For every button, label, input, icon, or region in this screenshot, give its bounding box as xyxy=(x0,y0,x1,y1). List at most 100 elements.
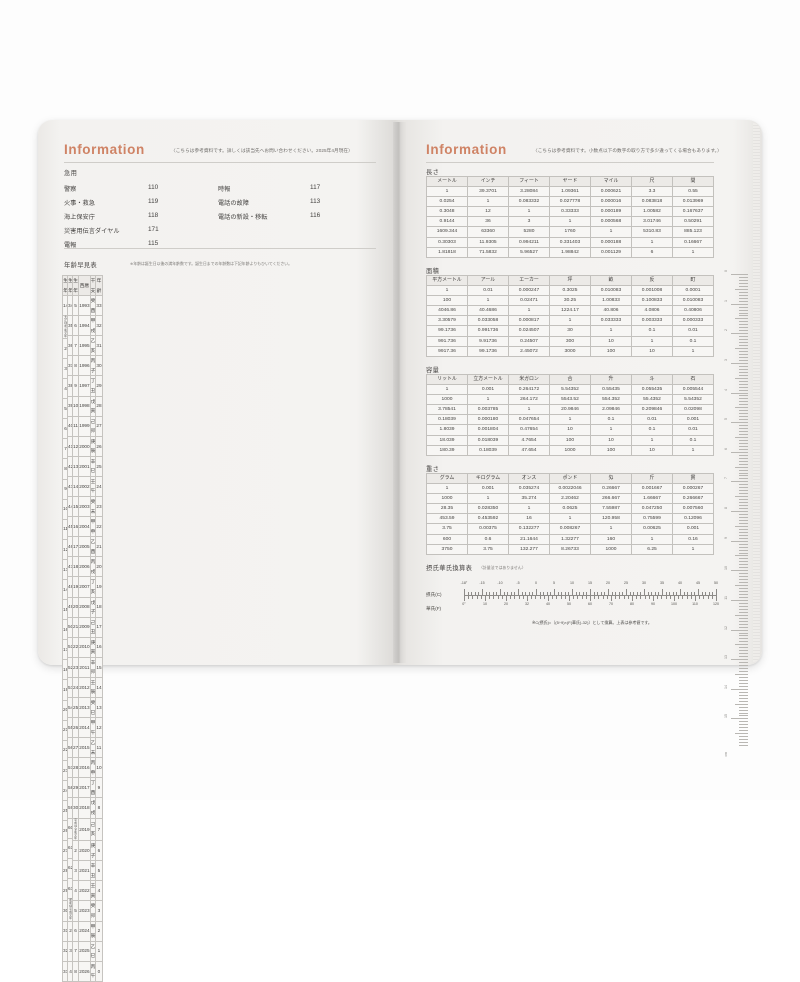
conversion-table-cell: 18.039 xyxy=(426,434,468,446)
conversion-table-cell: 1 xyxy=(508,305,550,317)
ruler-mm-tick xyxy=(739,276,748,278)
age-table-cell: 2014 xyxy=(78,717,91,739)
celsius-minor-tick xyxy=(550,591,551,595)
table-row: 3.30579 0.033058 0.000817 1 0.033333 0.003333… xyxy=(426,315,714,327)
ruler-mm-tick xyxy=(739,561,748,562)
celsius-minor-tick xyxy=(579,591,580,595)
age-table-cell: 癸未 xyxy=(89,496,97,518)
ruler-mm-tick xyxy=(739,638,748,639)
conversion-table-cell: 1 xyxy=(631,335,673,347)
fahrenheit-minor-tick xyxy=(678,595,679,599)
age-table-cell: 甲午 xyxy=(89,717,97,739)
conversion-table-cell: 1000 xyxy=(549,444,591,456)
conversion-table-header: 升 xyxy=(590,373,632,386)
age-table-cell: 庚子 xyxy=(89,840,97,862)
ruler-mm-tick xyxy=(739,493,748,494)
ruler-cm-label: 13 xyxy=(724,655,728,660)
ruler-mm-tick xyxy=(739,374,748,376)
age-table-cell: 13 xyxy=(95,696,103,719)
emergency-bottom-rule xyxy=(64,248,376,249)
emergency-number: 110 xyxy=(148,184,159,191)
left-header-rule xyxy=(64,162,376,163)
celsius-minor-tick xyxy=(622,591,623,595)
conversion-table-cell: 100 xyxy=(426,295,468,307)
table-row: 0.0254 1 0.083332 0.027778 0.000016 0.083818 0… xyxy=(426,196,714,208)
ruler-mm-tick xyxy=(735,377,748,379)
conversion-table-cell: 40.4686 xyxy=(467,305,509,317)
ruler-mm-tick xyxy=(739,306,748,308)
conversion-table-cell: 0.047250 xyxy=(631,503,673,515)
ruler-mm-tick xyxy=(739,330,748,331)
age-table-cell: 17 xyxy=(95,616,103,638)
conversion-table-cell: 453.59 xyxy=(426,513,468,525)
fahrenheit-tick-label: 40 xyxy=(546,602,550,606)
length-section-title: 長さ xyxy=(426,169,440,176)
conversion-table-cell: 0.1 xyxy=(590,414,632,426)
conversion-table-header: 米ガロン xyxy=(508,373,550,386)
table-row: 13 2001 辛巳 25 xyxy=(71,455,103,477)
conversion-table-cell: 71.5832 xyxy=(467,246,509,258)
ruler-mm-tick xyxy=(739,620,748,622)
age-table-cell: 2013 xyxy=(78,696,91,719)
age-table-cell: 丙戌 xyxy=(89,556,97,578)
table-row: 16 2004 甲申 22 xyxy=(71,516,103,538)
table-row: 1000 1 264.172 5543.52 554.352 55.4352 5.54352 xyxy=(426,394,714,406)
conversion-table-cell: 30.25 xyxy=(549,295,591,307)
age-table-cell: 11 xyxy=(95,737,103,759)
conversion-table-cell: 1 xyxy=(672,345,714,357)
conversion-table-cell: 0.01 xyxy=(672,325,714,337)
ruler-unit-label: cm xyxy=(724,752,728,757)
fahrenheit-minor-tick xyxy=(615,595,616,599)
conversion-table-cell: 0.26667 xyxy=(590,483,632,495)
ruler-cm-tick xyxy=(731,303,748,305)
fahrenheit-minor-tick xyxy=(602,595,604,599)
ruler-cm-label: 3 xyxy=(724,358,728,361)
age-table-cell: 丁亥 xyxy=(89,576,97,598)
notebook-spread: Information 〈こちらは参考資料です。詳しくは該当先へお問い合わせくだ… xyxy=(38,120,762,982)
fahrenheit-minor-tick xyxy=(699,595,700,599)
ruler-mm-tick xyxy=(739,279,748,281)
table-row: 3.75 0.00375 0.132277 0.008267 1 0.00625 0.001 xyxy=(426,523,714,535)
weight-section-title: 重さ xyxy=(426,466,440,473)
length-table: メートル インチ フィート ヤード マイル尺間 1 39.3701 3.28084 1.0936… xyxy=(426,175,714,258)
ruler-mm-tick xyxy=(739,594,748,595)
ruler-mm-tick xyxy=(739,472,748,474)
ruler-mm-tick xyxy=(739,327,748,328)
celsius-minor-tick xyxy=(708,591,710,595)
table-row: 7 2025 乙巳 1 xyxy=(71,940,103,962)
conversion-table-header: 坪 xyxy=(549,274,591,287)
conversion-table-cell: 0.1 xyxy=(631,424,673,436)
ruler-cm-label: 8 xyxy=(724,507,728,510)
table-row: 14 2002 壬午 24 xyxy=(71,475,103,498)
table-row: 22 2010 庚寅 16 xyxy=(71,636,103,658)
conversion-table-cell: 100 xyxy=(590,345,632,357)
ruler-mm-tick xyxy=(739,691,748,693)
age-table-cell: 2000 xyxy=(78,435,91,457)
fahrenheit-minor-tick xyxy=(585,595,587,599)
celsius-minor-tick xyxy=(651,591,652,595)
ruler-mm-tick xyxy=(739,499,748,500)
ruler-cm-label: 7 xyxy=(724,477,728,480)
emergency-label: 警察 xyxy=(64,186,77,193)
conversion-table-cell: 0.331403 xyxy=(549,236,591,248)
conversion-table-cell: 0.12096 xyxy=(672,513,714,525)
ruler-mm-tick xyxy=(739,448,748,450)
conversion-table-cell: 0.010083 xyxy=(590,285,632,297)
age-table-cell: 1995 xyxy=(78,335,91,357)
emergency-label: 電報 xyxy=(64,242,77,249)
conversion-table-cell: 0.18039 xyxy=(467,444,509,456)
ruler-mm-tick xyxy=(739,505,748,506)
ruler-mm-tick xyxy=(739,428,748,429)
fahrenheit-minor-tick xyxy=(703,595,704,599)
ruler-cm-label: 10 xyxy=(724,566,728,571)
ruler-mm-tick xyxy=(739,567,748,568)
fahrenheit-minor-tick xyxy=(590,595,591,599)
fahrenheit-minor-tick xyxy=(623,595,625,599)
conversion-table-cell: 0.0254 xyxy=(426,196,468,208)
conversion-table-cell: 1 xyxy=(631,434,673,446)
fahrenheit-minor-tick xyxy=(556,595,557,599)
ruler-cm-label: 0 xyxy=(724,270,728,272)
table-row: 100 1 0.02471 30.25 1.00833 0.100833 0.010083 xyxy=(426,295,714,307)
table-row: 0.9144 36 3 1 0.000568 3.01746 0.50291 xyxy=(426,216,714,228)
conversion-table-cell: 0.013969 xyxy=(672,196,714,208)
